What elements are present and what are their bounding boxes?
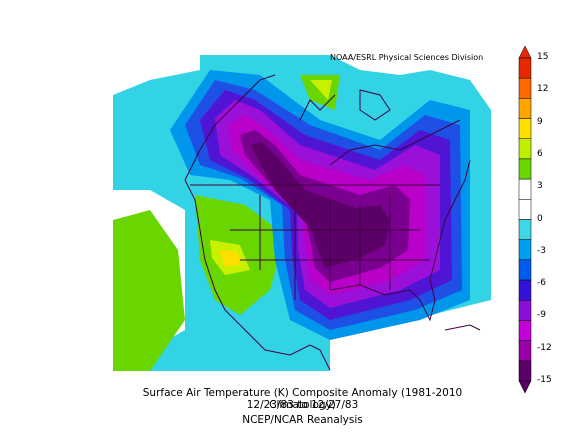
colorbar-tick-label: 0 — [537, 213, 543, 224]
colorbar-tick-label: -15 — [537, 375, 552, 385]
colorbar-tick-label: -3 — [537, 245, 546, 256]
coastline-pacific-us — [184, 179, 266, 351]
colorbar-segment — [518, 118, 532, 139]
colorbar-segment — [518, 158, 532, 180]
colorbar-segment — [518, 199, 532, 220]
hudson-region-coast — [329, 119, 461, 166]
colorbar-tick-label: 9 — [537, 116, 543, 127]
purple-deepest-core — [250, 142, 390, 268]
colorbar-tick-label: -12 — [537, 342, 552, 353]
caption-line-1: Surface Air Temperature (K) Composite An… — [142, 387, 463, 411]
colorbar-segment — [518, 57, 532, 79]
colorbar-segment — [518, 340, 532, 362]
colorbar-tick-label: -6 — [537, 278, 546, 289]
colorbar-segment — [518, 239, 532, 261]
colorbar-segment — [518, 178, 532, 200]
coastline-gulf-atlantic — [329, 159, 471, 322]
colorbar-arrow-bottom — [518, 380, 532, 394]
white-region-se — [330, 300, 491, 371]
yellow-region-west — [220, 250, 240, 266]
colorbar-segment — [518, 320, 532, 341]
colorbar-segment — [518, 279, 532, 301]
arctic-islands — [299, 94, 336, 121]
map-field — [113, 55, 491, 371]
colorbar-arrow-top — [518, 45, 532, 59]
colorbar-tick-label: -9 — [537, 310, 546, 321]
colorbar-tick-label: 12 — [537, 84, 549, 95]
colorbar-segment — [518, 259, 532, 281]
colorbar-tick-label: 3 — [537, 181, 543, 192]
green-region-pacific — [113, 210, 185, 371]
coastline-west-canada — [184, 74, 276, 181]
caption-line-2: 12/23/83 to 12/27/83 — [246, 399, 359, 411]
caribbean-islands — [444, 324, 481, 331]
caption-line-3: NCEP/NCAR Reanalysis — [242, 414, 363, 426]
credit-text: NOAA/ESRL Physical Sciences Division — [330, 53, 484, 62]
white-region-nw — [113, 55, 200, 95]
colorbar-segment — [518, 300, 532, 321]
colorbar-segment — [518, 77, 532, 99]
colorbar-tick-label: 15 — [537, 52, 549, 62]
white-region-ne — [330, 55, 491, 110]
colorbar — [518, 45, 532, 394]
coastline-mexico — [264, 344, 331, 371]
colorbar-segment — [518, 138, 532, 160]
colorbar-tick-label: 6 — [537, 148, 543, 159]
colorbar-segment — [518, 219, 532, 240]
lime-region-arctic — [310, 80, 332, 100]
political-boundaries — [184, 74, 481, 371]
greenland-edge — [359, 89, 391, 121]
colorbar-segment — [518, 98, 532, 119]
colorbar-segment — [518, 360, 532, 382]
